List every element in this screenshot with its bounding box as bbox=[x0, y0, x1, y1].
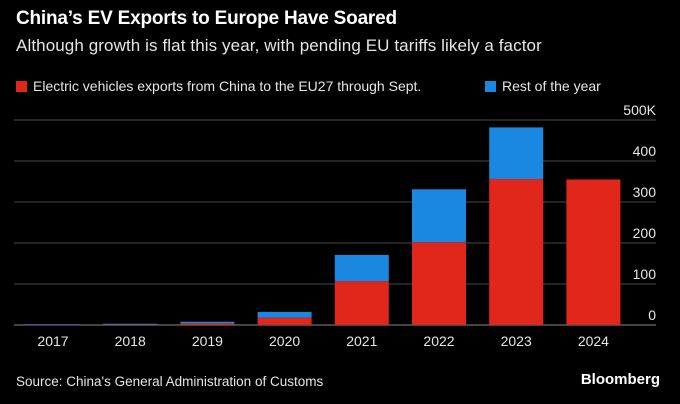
x-tick-label: 2021 bbox=[346, 333, 377, 349]
legend-swatch-rest-of-year bbox=[485, 80, 496, 92]
bar-through-sept bbox=[566, 179, 621, 325]
legend-swatch-through-sept bbox=[16, 80, 27, 92]
y-tick-label: 400 bbox=[633, 143, 657, 159]
source-note: Source: China's General Administration o… bbox=[16, 374, 324, 389]
bloomberg-logo: Bloomberg bbox=[580, 371, 660, 388]
x-tick-label: 2022 bbox=[423, 333, 454, 349]
x-tick-label: 2020 bbox=[269, 333, 300, 349]
x-tick-label: 2017 bbox=[37, 333, 68, 349]
bar-through-sept bbox=[412, 242, 466, 325]
chart-title: China’s EV Exports to Europe Have Soared bbox=[16, 8, 397, 29]
bar-rest-of-year bbox=[412, 189, 466, 243]
legend-item-through-sept: Electric vehicles exports from China to … bbox=[16, 78, 421, 94]
x-tick-label: 2019 bbox=[192, 333, 223, 349]
y-tick-label: 0 bbox=[648, 307, 656, 323]
bar-through-sept bbox=[180, 323, 235, 325]
bar-through-sept bbox=[334, 281, 389, 325]
y-tick-label: 200 bbox=[633, 225, 657, 241]
bar-rest-of-year bbox=[103, 323, 158, 325]
bar-rest-of-year bbox=[180, 321, 235, 324]
legend-item-rest-of-year: Rest of the year bbox=[485, 78, 601, 94]
bar-through-sept bbox=[489, 179, 544, 325]
x-tick-label: 2024 bbox=[578, 333, 609, 349]
bar-through-sept bbox=[257, 317, 312, 325]
legend-label-through-sept: Electric vehicles exports from China to … bbox=[33, 78, 422, 94]
y-tick-label: 100 bbox=[633, 266, 657, 282]
bar-rest-of-year bbox=[489, 127, 544, 180]
legend-label-rest-of-year: Rest of the year bbox=[502, 78, 601, 94]
chart-subtitle: Although growth is flat this year, with … bbox=[16, 36, 542, 55]
bar-rest-of-year bbox=[26, 324, 80, 325]
bar-through-sept bbox=[103, 324, 158, 325]
bar-rest-of-year bbox=[257, 311, 312, 318]
y-tick-label: 500K bbox=[623, 102, 656, 118]
bar-through-sept bbox=[26, 324, 80, 326]
y-tick-label: 300 bbox=[633, 184, 657, 200]
bar-rest-of-year bbox=[334, 254, 389, 282]
x-tick-label: 2018 bbox=[115, 333, 146, 349]
x-tick-label: 2023 bbox=[501, 333, 532, 349]
